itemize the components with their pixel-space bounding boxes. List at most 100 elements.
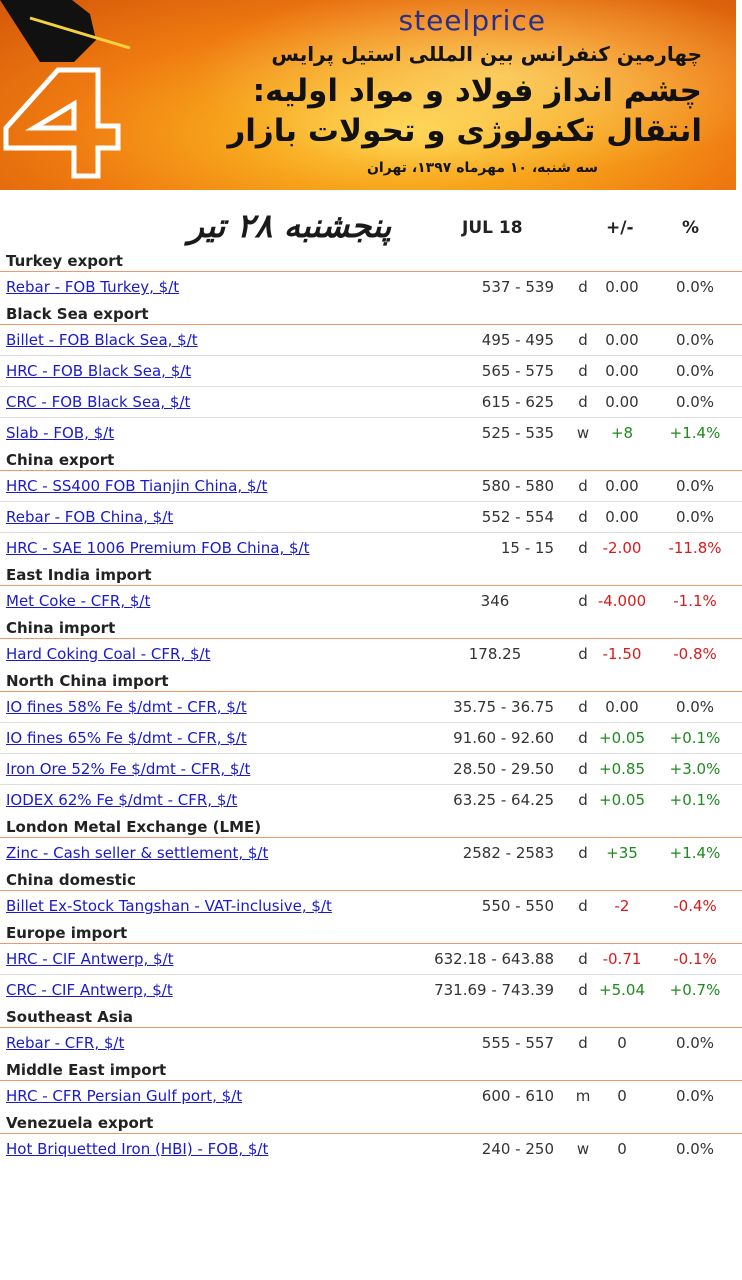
price-table: Turkey export Rebar - FOB Turkey, $/t 537 … xyxy=(0,250,742,1165)
price-link[interactable]: Hard Coking Coal - CFR, $/t xyxy=(6,645,211,663)
price-period: d xyxy=(578,698,588,716)
price-range: 632.18 - 643.88 xyxy=(434,950,554,968)
price-change: 0.00 xyxy=(605,278,639,296)
table-row: Billet - FOB Black Sea, $/t 495 - 495 d 0.0… xyxy=(0,325,742,356)
price-change: -4.000 xyxy=(597,592,647,610)
price-period: w xyxy=(576,1140,590,1158)
price-percent: 0.0% xyxy=(675,698,715,716)
table-row: Hot Briquetted Iron (HBI) - FOB, $/t 240 … xyxy=(0,1134,742,1165)
price-percent: 0.0% xyxy=(675,362,715,380)
table-row: CRC - CIF Antwerp, $/t 731.69 - 743.39 d +5… xyxy=(0,975,742,1006)
price-link[interactable]: CRC - CIF Antwerp, $/t xyxy=(6,981,173,999)
price-period: d xyxy=(578,477,588,495)
banner-logo: steelprice xyxy=(398,4,546,37)
price-range: 495 - 495 xyxy=(481,331,554,349)
price-link[interactable]: Rebar - FOB Turkey, $/t xyxy=(6,278,180,296)
price-change: 0 xyxy=(617,1034,627,1052)
price-link[interactable]: HRC - CFR Persian Gulf port, $/t xyxy=(6,1087,243,1105)
banner-date: سه شنبه، ۱۰ مهرماه ۱۳۹۷، تهران xyxy=(366,160,598,176)
price-percent: 0.0% xyxy=(675,278,715,296)
price-link[interactable]: IO fines 58% Fe $/dmt - CFR, $/t xyxy=(6,698,247,716)
number-four-graphic xyxy=(0,0,131,179)
price-period: d xyxy=(578,645,588,663)
price-link[interactable]: Billet - FOB Black Sea, $/t xyxy=(6,331,198,349)
price-range: 565 - 575 xyxy=(481,362,554,380)
price-change: +8 xyxy=(610,424,634,442)
group-title: Black Sea export xyxy=(0,303,742,325)
price-range: 525 - 535 xyxy=(481,424,554,442)
banner-title-line3: انتقال تکنولوژی و تحولات بازار xyxy=(227,113,702,149)
persian-date: پنجشنبه ۲۸ تیر xyxy=(188,206,392,245)
table-row: Met Coke - CFR, $/t 346 d -4.000 -1.1% xyxy=(0,586,742,617)
price-range: 600 - 610 xyxy=(481,1087,554,1105)
group-title: Turkey export xyxy=(0,250,742,272)
price-group: Black Sea export Billet - FOB Black Sea, … xyxy=(0,303,742,449)
price-range: 63.25 - 64.25 xyxy=(453,791,554,809)
table-row: Zinc - Cash seller & settlement, $/t 2582… xyxy=(0,838,742,869)
group-title: London Metal Exchange (LME) xyxy=(0,816,742,838)
price-change: 0.00 xyxy=(605,477,639,495)
price-change: +0.85 xyxy=(599,760,645,778)
price-range: 550 - 550 xyxy=(481,897,554,915)
table-row: HRC - CIF Antwerp, $/t 632.18 - 643.88 d -0… xyxy=(0,944,742,975)
table-row: HRC - FOB Black Sea, $/t 565 - 575 d 0.00 0.… xyxy=(0,356,742,387)
price-period: d xyxy=(578,331,588,349)
table-row: Rebar - CFR, $/t 555 - 557 d 0 0.0% xyxy=(0,1028,742,1059)
table-row: Iron Ore 52% Fe $/dmt - CFR, $/t 28.50 - … xyxy=(0,754,742,785)
price-link[interactable]: IODEX 62% Fe $/dmt - CFR, $/t xyxy=(6,791,238,809)
price-range: 240 - 250 xyxy=(481,1140,554,1158)
table-row: Slab - FOB, $/t 525 - 535 w +8 +1.4% xyxy=(0,418,742,449)
price-group: North China import IO fines 58% Fe $/dmt … xyxy=(0,670,742,816)
banner-title-line2: چشم انداز فولاد و مواد اولیه: xyxy=(252,73,702,109)
price-change: -2.00 xyxy=(602,539,642,557)
group-title: East India import xyxy=(0,564,742,586)
price-change: +35 xyxy=(606,844,638,862)
table-row: Billet Ex-Stock Tangshan - VAT-inclusive… xyxy=(0,891,742,922)
price-group: London Metal Exchange (LME) Zinc - Cash s… xyxy=(0,816,742,869)
price-link[interactable]: Zinc - Cash seller & settlement, $/t xyxy=(6,844,269,862)
price-percent: -1.1% xyxy=(673,592,717,610)
table-row: IO fines 65% Fe $/dmt - CFR, $/t 91.60 - … xyxy=(0,723,742,754)
price-link[interactable]: Billet Ex-Stock Tangshan - VAT-inclusive… xyxy=(6,897,332,915)
price-link[interactable]: Slab - FOB, $/t xyxy=(6,424,115,442)
price-group: Southeast Asia Rebar - CFR, $/t 555 - 557 d… xyxy=(0,1006,742,1059)
price-link[interactable]: Rebar - FOB China, $/t xyxy=(6,508,174,526)
price-link[interactable]: HRC - FOB Black Sea, $/t xyxy=(6,362,192,380)
price-period: d xyxy=(578,592,588,610)
price-link[interactable]: CRC - FOB Black Sea, $/t xyxy=(6,393,191,411)
column-header-percent: % xyxy=(682,218,700,238)
price-percent: 0.0% xyxy=(675,1140,715,1158)
price-link[interactable]: Met Coke - CFR, $/t xyxy=(6,592,151,610)
group-title: Europe import xyxy=(0,922,742,944)
price-range: 537 - 539 xyxy=(481,278,554,296)
price-period: d xyxy=(578,950,588,968)
price-period: d xyxy=(578,539,588,557)
price-range: 346 xyxy=(480,592,510,610)
group-title: North China import xyxy=(0,670,742,692)
price-link[interactable]: HRC - CIF Antwerp, $/t xyxy=(6,950,174,968)
price-percent: -0.1% xyxy=(673,950,717,968)
price-change: 0.00 xyxy=(605,698,639,716)
price-percent: 0.0% xyxy=(675,331,715,349)
price-link[interactable]: IO fines 65% Fe $/dmt - CFR, $/t xyxy=(6,729,247,747)
price-period: d xyxy=(578,844,588,862)
price-range: 615 - 625 xyxy=(481,393,554,411)
price-percent: +1.4% xyxy=(669,844,721,862)
table-row: Rebar - FOB China, $/t 552 - 554 d 0.00 0.0% xyxy=(0,502,742,533)
price-period: d xyxy=(578,508,588,526)
price-link[interactable]: Rebar - CFR, $/t xyxy=(6,1034,125,1052)
price-link[interactable]: Iron Ore 52% Fe $/dmt - CFR, $/t xyxy=(6,760,251,778)
price-link[interactable]: Hot Briquetted Iron (HBI) - FOB, $/t xyxy=(6,1140,269,1158)
price-group: China import Hard Coking Coal - CFR, $/t 1… xyxy=(0,617,742,670)
price-period: d xyxy=(578,981,588,999)
group-title: China domestic xyxy=(0,869,742,891)
price-period: d xyxy=(578,362,588,380)
price-link[interactable]: HRC - SAE 1006 Premium FOB China, $/t xyxy=(6,539,310,557)
price-group: China domestic Billet Ex-Stock Tangshan -… xyxy=(0,869,742,922)
price-change: 0 xyxy=(617,1140,627,1158)
price-change: 0.00 xyxy=(605,362,639,380)
price-link[interactable]: HRC - SS400 FOB Tianjin China, $/t xyxy=(6,477,268,495)
table-row: IO fines 58% Fe $/dmt - CFR, $/t 35.75 - … xyxy=(0,692,742,723)
group-title: Middle East import xyxy=(0,1059,742,1081)
price-change: -1.50 xyxy=(602,645,642,663)
